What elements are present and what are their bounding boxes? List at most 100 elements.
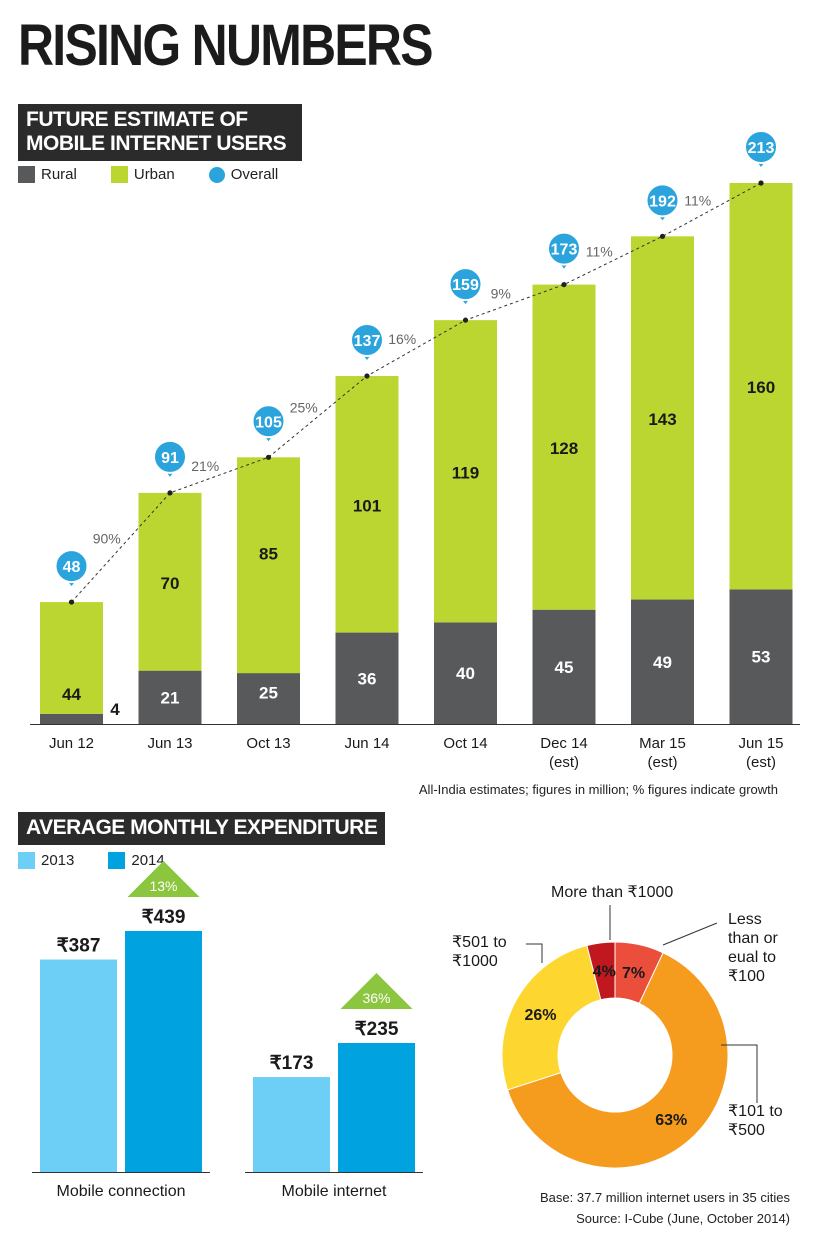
- slice-category-label: ₹100: [728, 968, 765, 985]
- x-tick-label: Dec 14: [540, 735, 588, 752]
- overall-point: [462, 317, 469, 323]
- donut-slice: [586, 941, 616, 1001]
- overall-bubble: [547, 231, 581, 266]
- overall-value-label: 48: [63, 559, 81, 576]
- x-tick-label: Jun 13: [147, 735, 192, 752]
- overall-value-label: 192: [649, 193, 676, 210]
- urban-bar: [40, 602, 103, 714]
- legend-item-rural: Rural: [18, 166, 77, 183]
- overall-bubble: [744, 130, 778, 164]
- legend-label-urban: Urban: [133, 166, 175, 183]
- legend-label-rural: Rural: [41, 166, 77, 183]
- legend-item-overall: Overall: [208, 166, 279, 183]
- callout-line: [662, 922, 718, 946]
- bar-value-label: ₹235: [355, 1019, 399, 1040]
- overall-value-label: 105: [255, 414, 282, 431]
- bar-value-label: ₹173: [270, 1053, 314, 1074]
- urban-bar: [335, 376, 399, 633]
- legend-label-overall: Overall: [230, 166, 279, 183]
- urban-value-label: 119: [452, 463, 479, 482]
- slice-category-label: More than ₹1000: [551, 884, 673, 901]
- overall-bubble: [448, 267, 483, 302]
- users-legend: Rural Urban Overall: [18, 166, 304, 183]
- bar-value-label: ₹387: [57, 936, 101, 957]
- overall-value-label: 91: [161, 450, 179, 467]
- urban-bar: [729, 183, 793, 590]
- growth-arrow-icon: [127, 861, 200, 897]
- group-label: Mobile connection: [57, 1183, 186, 1200]
- slice-category-label: Less: [728, 911, 762, 928]
- overall-point: [68, 599, 75, 605]
- growth-label: 9%: [491, 285, 511, 301]
- urban-bar: [138, 492, 202, 671]
- swatch-2014: [108, 852, 126, 869]
- bar-2014: [338, 1042, 415, 1172]
- rural-bar: [631, 599, 694, 724]
- rural-bar: [138, 670, 202, 724]
- legend-item-2014: 2014: [108, 852, 165, 869]
- overall-point: [167, 490, 173, 496]
- rural-value-label: 36: [358, 669, 377, 688]
- x-tick-label: (est): [746, 754, 776, 771]
- growth-label: 16%: [388, 331, 416, 347]
- users-banner-line-1: FUTURE ESTIMATE OF: [26, 108, 248, 131]
- urban-swatch: [110, 166, 128, 183]
- urban-value-label: 128: [550, 439, 578, 458]
- x-tick-label: (est): [648, 754, 678, 771]
- overall-bubble: [645, 183, 680, 218]
- donut-slice: [506, 952, 729, 1169]
- slice-category-label: ₹101 to: [728, 1103, 783, 1120]
- x-tick-label: Jun 15: [738, 735, 783, 752]
- overall-point: [364, 373, 370, 379]
- rural-value-label: 53: [752, 648, 771, 667]
- callout-line: [526, 943, 543, 963]
- page-title: RISING NUMBERS: [18, 13, 434, 78]
- x-tick-label: Oct 14: [443, 735, 487, 752]
- slice-value-label: 63%: [655, 1112, 687, 1129]
- rural-value-label: 45: [555, 658, 574, 677]
- urban-bar: [237, 457, 300, 674]
- slice-category-label: than or: [728, 930, 778, 947]
- urban-value-label: 101: [353, 496, 381, 515]
- overall-dot-icon: [208, 166, 225, 183]
- overall-point: [758, 180, 764, 186]
- x-tick-label: Oct 13: [246, 735, 290, 752]
- rural-value-label: 40: [456, 664, 475, 683]
- slice-category-label: eual to: [728, 949, 776, 966]
- growth-label: 21%: [191, 458, 219, 474]
- overall-point: [265, 454, 272, 460]
- slice-category-label: ₹500: [728, 1122, 765, 1139]
- rural-value-label: 25: [259, 683, 278, 702]
- legend-label-2013: 2013: [41, 852, 75, 869]
- overall-trend-line: [71, 182, 762, 603]
- rural-value-label: 4: [110, 700, 120, 719]
- slice-value-label: 26%: [524, 1007, 556, 1024]
- users-chart-note: All-India estimates; figures in million;…: [418, 782, 778, 797]
- growth-arrow-label: 13%: [149, 878, 177, 894]
- bar-value-label: ₹439: [142, 907, 186, 928]
- growth-label: 11%: [586, 243, 613, 259]
- urban-value-label: 160: [747, 378, 775, 397]
- group-label: Mobile internet: [282, 1183, 388, 1200]
- expenditure-section-banner: AVERAGE MONTHLY EXPENDITURE: [18, 812, 386, 845]
- urban-bar: [532, 284, 596, 610]
- donut-slice: [501, 944, 602, 1091]
- bar-2013: [40, 959, 117, 1172]
- overall-value-label: 213: [748, 140, 775, 157]
- rural-bar: [40, 713, 103, 724]
- x-tick-label: (est): [549, 754, 579, 771]
- growth-arrow-icon: [340, 972, 413, 1009]
- urban-bar: [631, 236, 694, 600]
- overall-value-label: 159: [452, 277, 479, 294]
- growth-arrow-label: 36%: [362, 990, 390, 1006]
- growth-label: 25%: [290, 400, 318, 416]
- overall-point: [659, 233, 666, 239]
- x-tick-label: Jun 12: [49, 735, 94, 752]
- overall-value-label: 137: [354, 333, 381, 350]
- slice-category-label: ₹1000: [452, 953, 498, 970]
- donut-base-note: Base: 37.7 million internet users in 35 …: [539, 1190, 790, 1205]
- expenditure-banner-text: AVERAGE MONTHLY EXPENDITURE: [26, 816, 378, 839]
- bar-2013: [253, 1077, 330, 1172]
